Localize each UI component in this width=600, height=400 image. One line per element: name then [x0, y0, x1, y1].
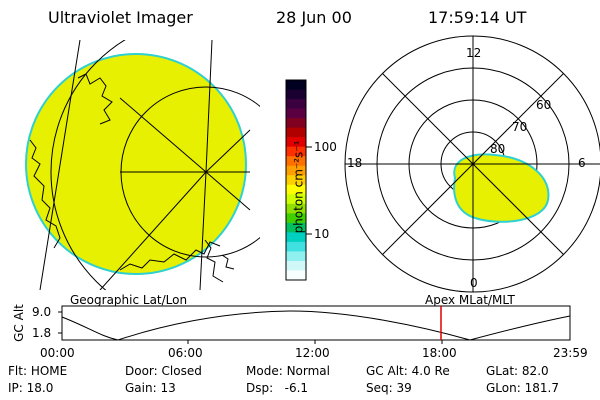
polar-plot	[344, 35, 600, 293]
colorbar-tick-10: 10	[314, 227, 330, 241]
colorbar-band	[286, 80, 306, 91]
colorbar-band	[286, 232, 306, 243]
lat-label-70: 70	[512, 120, 528, 134]
mlt-label-6: 6	[578, 156, 586, 170]
lat-label-80: 80	[490, 142, 506, 156]
colorbar-band	[286, 89, 306, 100]
mlt-label-0: 0	[470, 276, 478, 290]
colorbar-band	[286, 175, 306, 186]
geographic-label: Geographic Lat/Lon	[70, 293, 188, 307]
info-glon: GLon: 181.7	[486, 381, 559, 395]
colorbar-band	[286, 270, 306, 281]
time-label: 17:59:14 UT	[428, 8, 527, 27]
coastline-left	[29, 139, 61, 249]
date-label: 28 Jun 00	[276, 8, 352, 27]
colorbar-band	[286, 203, 306, 214]
colorbar-band	[286, 241, 306, 252]
info-flt: Flt: HOME	[8, 364, 68, 378]
colorbar-band	[286, 222, 306, 233]
apex-label: Apex MLat/MLT	[425, 293, 515, 307]
colorbar-band	[286, 99, 306, 110]
colorbar-tick-100: 100	[314, 140, 337, 154]
info-door: Door: Closed	[125, 364, 202, 378]
colorbar-unit-label: photon cm⁻²s⁻¹	[291, 140, 306, 234]
altitude-curve	[61, 310, 571, 341]
colorbar-band	[286, 251, 306, 262]
time-tick-2359: 23:59	[553, 346, 588, 360]
time-tick-1200: 12:00	[295, 346, 330, 360]
colorbar-band	[286, 184, 306, 195]
altitude-ytick-1-8: 1.8	[32, 326, 52, 340]
colorbar-frame	[285, 79, 307, 281]
info-mode: Mode: Normal	[246, 364, 330, 378]
lat-label-60: 60	[536, 98, 552, 112]
info-ip: IP: 18.0	[8, 381, 54, 395]
colorbar-band	[286, 146, 306, 157]
app-title: Ultraviolet Imager	[48, 8, 193, 27]
colorbar	[286, 80, 306, 281]
colorbar-band	[286, 260, 306, 271]
info-glat: GLat: 82.0	[486, 364, 549, 378]
time-tick-0000: 00:00	[40, 346, 75, 360]
colorbar-band	[286, 165, 306, 176]
info-gc-alt: GC Alt: 4.0 Re	[366, 364, 450, 378]
altitude-ylabel: GC Alt	[11, 304, 26, 342]
coastline-top	[77, 73, 113, 125]
altitude-plot	[58, 305, 571, 344]
colorbar-band	[286, 118, 306, 129]
time-tick-0600: 06:00	[168, 346, 203, 360]
colorbar-band	[286, 213, 306, 224]
time-tick-1800: 18:00	[422, 346, 457, 360]
colorbar-band	[286, 194, 306, 205]
info-dsp: Dsp: -6.1	[246, 381, 309, 395]
mlt-label-12: 12	[466, 46, 482, 60]
colorbar-band	[286, 108, 306, 119]
coastline-bottom	[119, 241, 221, 271]
geographic-emission-disk	[25, 53, 247, 275]
altitude-ytick-9: 9.0	[32, 305, 52, 319]
info-seq: Seq: 39	[366, 381, 412, 395]
polar-emission-region	[453, 153, 550, 223]
colorbar-band	[286, 156, 306, 167]
info-gain: Gain: 13	[125, 381, 176, 395]
mlt-label-18: 18	[347, 156, 363, 170]
colorbar-band	[286, 127, 306, 138]
coastline-right	[204, 239, 224, 283]
colorbar-band	[286, 137, 306, 148]
